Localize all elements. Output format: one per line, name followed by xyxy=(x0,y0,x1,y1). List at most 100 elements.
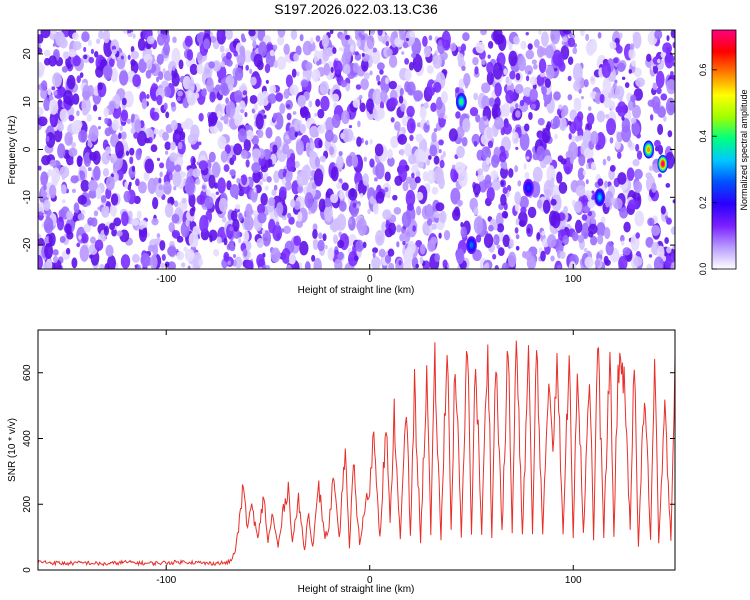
spectrogram-cell xyxy=(455,248,465,265)
spectrogram-cell xyxy=(622,247,631,256)
spectrogram-cell xyxy=(597,178,604,187)
spectrogram-cell xyxy=(360,78,369,91)
spectrogram-cell xyxy=(648,254,653,258)
spectrogram-cell xyxy=(448,128,458,142)
spectrogram-cell xyxy=(387,148,393,160)
spectrogram-cell xyxy=(251,148,261,159)
spectrogram-cell xyxy=(550,198,557,206)
spectrogram-cell xyxy=(232,254,237,259)
spectrogram-cell xyxy=(130,50,139,60)
spectrogram-cell xyxy=(499,151,507,163)
spectrogram-cell xyxy=(82,236,87,243)
spectrogram-cell xyxy=(513,35,520,45)
spectrogram-cell xyxy=(621,76,626,80)
spectrogram-cell xyxy=(472,183,481,196)
spectrogram-cell xyxy=(646,263,653,269)
spectrogram-cell xyxy=(647,99,656,107)
spectrogram-cell xyxy=(94,50,99,58)
spectrogram-cell xyxy=(43,49,51,57)
spectrogram-cell xyxy=(409,134,414,142)
spectrogram-cell xyxy=(367,208,371,215)
spectrogram-cell xyxy=(419,106,427,120)
spectrogram-cell xyxy=(375,74,381,82)
spectrogram-cell xyxy=(402,240,406,246)
spectrogram-cell xyxy=(162,181,172,195)
spectrogram-cell xyxy=(518,219,525,227)
spectrogram-cell xyxy=(275,92,283,102)
spectrogram-cell xyxy=(130,45,135,53)
spectrogram-cell xyxy=(129,156,134,165)
spectrogram-cell xyxy=(261,229,266,234)
spectrogram-cell xyxy=(567,37,576,48)
spectrogram-cell xyxy=(633,168,643,180)
spectrogram-cell xyxy=(105,176,115,191)
spectrogram-cell xyxy=(531,59,537,65)
spectrogram-cell xyxy=(47,168,53,177)
spectrogram-cell xyxy=(525,32,529,36)
spectrogram-cell xyxy=(585,179,589,185)
spectrogram-cell xyxy=(172,65,176,71)
spectrogram-cell xyxy=(583,247,588,253)
spectrogram-cell xyxy=(177,90,183,97)
spectrogram-cell xyxy=(552,49,563,67)
spectrogram-cell xyxy=(438,232,442,239)
spectrogram-cell xyxy=(89,254,93,259)
spectrogram-cell xyxy=(256,129,264,139)
spectrogram-cell xyxy=(497,247,505,257)
snr-x-ticks: -100 0 100 xyxy=(156,330,582,586)
spectrogram-cell xyxy=(404,246,414,263)
spectrogram-cell xyxy=(527,206,537,219)
spectrogram-cell xyxy=(209,168,213,175)
snr-panel: -100 0 100 0 200 400 600 Height of straight l… xyxy=(7,329,676,595)
spectrogram-cell xyxy=(492,238,496,243)
spectrogram-cell xyxy=(623,221,631,233)
spectrogram-cell xyxy=(144,137,150,144)
spectrogram-cell xyxy=(366,34,375,50)
spectrogram-cell xyxy=(527,70,532,75)
spectrogram-cell xyxy=(257,212,267,224)
spectrogram-cell xyxy=(631,104,642,119)
spectrogram-feature xyxy=(459,99,463,105)
spectrogram-cell xyxy=(456,126,465,139)
spectrogram-cell xyxy=(319,80,329,95)
spectrogram-cell xyxy=(119,70,129,86)
spectrogram-cell xyxy=(568,261,577,269)
spectrogram-cell xyxy=(426,119,430,126)
spectrogram-cell xyxy=(86,114,92,122)
spectrogram-cell xyxy=(652,82,658,91)
snr-series-line xyxy=(38,340,675,567)
spectrogram-cell xyxy=(159,162,165,169)
spectrogram-cell xyxy=(297,184,304,194)
spectrogram-cell xyxy=(573,80,581,92)
spectrogram-cell xyxy=(442,259,448,268)
spectrogram-cell xyxy=(451,164,456,170)
spectrogram-cell xyxy=(498,125,502,130)
spectrogram-cell xyxy=(455,87,460,94)
spectrogram-cell xyxy=(544,155,553,165)
spectrogram-cell xyxy=(299,240,309,256)
spectrogram-cell xyxy=(135,148,142,161)
spectrogram-cell xyxy=(387,156,395,167)
spectrogram-cell xyxy=(376,62,385,71)
spectrogram-cell xyxy=(176,251,185,261)
spectrogram-cell xyxy=(502,122,512,135)
spectrogram-cell xyxy=(415,240,423,248)
spectrogram-cell xyxy=(500,193,507,206)
spectrogram-cell xyxy=(393,207,402,215)
spectrogram-cell xyxy=(195,178,201,185)
spectrogram-cell xyxy=(635,77,645,88)
spectrogram-cell xyxy=(614,79,618,84)
spectrogram-cell xyxy=(656,245,665,260)
colorbar-ticks: 0.0 0.2 0.4 0.6 xyxy=(698,64,717,275)
spectrogram-cell xyxy=(324,205,333,223)
spectrogram-cell xyxy=(163,102,168,111)
spectrogram-cell xyxy=(408,153,417,165)
spectrogram-cell xyxy=(577,234,585,244)
spectrogram-cell xyxy=(333,59,338,69)
spectrogram-cell xyxy=(325,117,334,133)
spectrogram-cell xyxy=(556,171,563,184)
spectrogram-cell xyxy=(116,58,126,70)
spectrogram-cell xyxy=(109,153,118,163)
spectrogram-cell xyxy=(318,198,326,213)
spectrogram-cell xyxy=(38,47,43,55)
